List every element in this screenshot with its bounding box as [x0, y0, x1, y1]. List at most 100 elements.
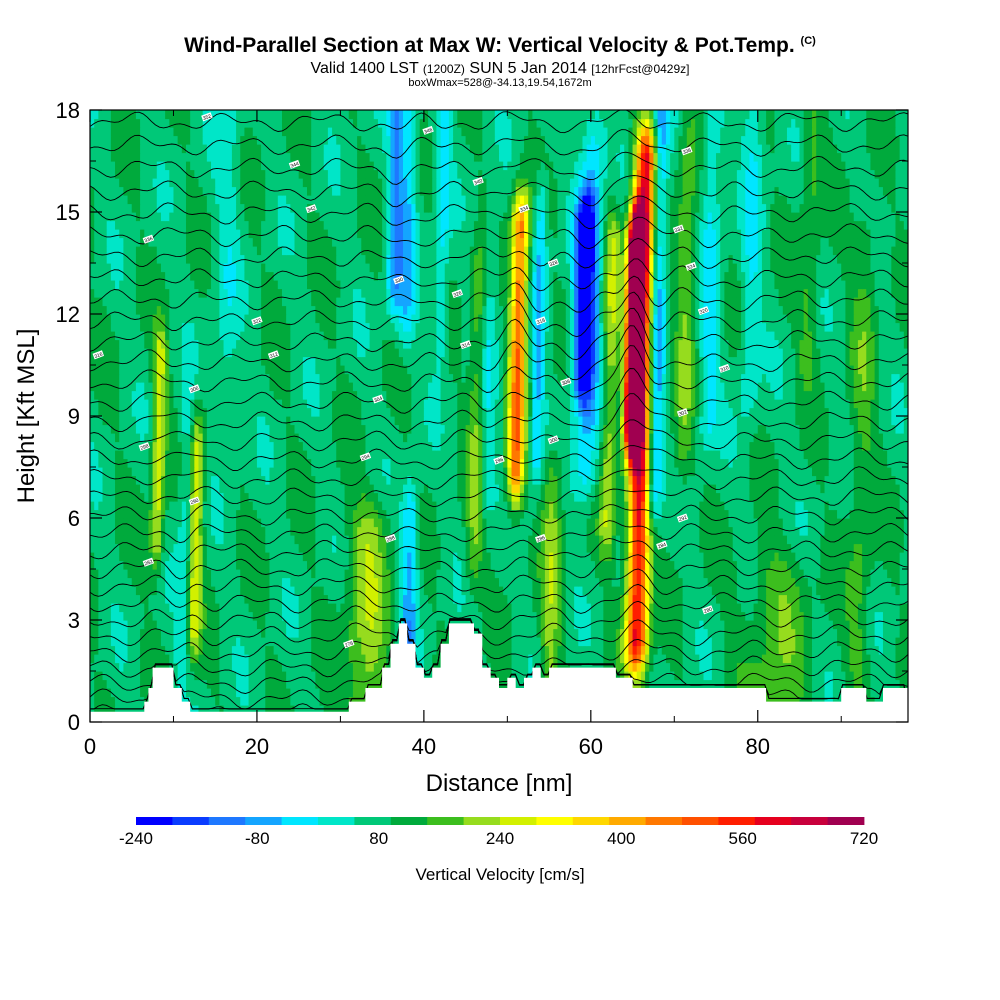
velocity-cell [90, 586, 95, 596]
velocity-cell [160, 654, 166, 664]
velocity-cell [766, 654, 771, 664]
velocity-cell [707, 577, 713, 587]
velocity-cell [528, 645, 533, 655]
velocity-cell [398, 509, 404, 519]
velocity-cell [507, 645, 513, 655]
velocity-cell [632, 620, 638, 630]
velocity-cell [348, 552, 354, 562]
velocity-cell [273, 577, 279, 587]
velocity-cell [586, 603, 592, 613]
velocity-cell [423, 628, 429, 638]
velocity-cell [244, 586, 250, 596]
velocity-cell [649, 543, 655, 553]
velocity-cell [94, 526, 99, 536]
velocity-cell [603, 552, 609, 562]
velocity-cell [294, 620, 300, 630]
velocity-cell [277, 535, 283, 545]
velocity-cell [803, 518, 809, 528]
velocity-cell [878, 526, 884, 536]
velocity-cell [891, 611, 897, 621]
velocity-cell [127, 611, 133, 621]
velocity-cell [115, 501, 120, 511]
velocity-cell [816, 569, 821, 579]
velocity-cell [94, 679, 99, 689]
velocity-cell [565, 654, 571, 664]
velocity-cell [695, 603, 700, 613]
velocity-cell [482, 654, 488, 664]
velocity-cell [165, 543, 170, 553]
velocity-cell [269, 518, 275, 528]
velocity-cell [782, 696, 788, 706]
velocity-cell [135, 560, 141, 570]
velocity-cell [286, 705, 291, 715]
velocity-cell [185, 560, 191, 570]
velocity-cell [494, 577, 500, 587]
velocity-cell [473, 552, 479, 562]
velocity-cell [624, 654, 629, 664]
velocity-cell [828, 603, 834, 613]
velocity-cell [102, 509, 108, 519]
velocity-cell [357, 654, 362, 664]
velocity-cell [899, 569, 905, 579]
velocity-cell [269, 603, 275, 613]
velocity-cell [415, 620, 421, 630]
velocity-cell [411, 586, 417, 596]
velocity-cell [732, 552, 738, 562]
velocity-cell [273, 628, 279, 638]
velocity-cell [453, 586, 458, 596]
velocity-cell [816, 637, 821, 647]
velocity-cell [357, 569, 362, 579]
velocity-cell [532, 509, 538, 519]
velocity-cell [240, 645, 246, 655]
velocity-cell [549, 509, 554, 519]
velocity-cell [211, 705, 216, 715]
velocity-cell [419, 518, 425, 528]
velocity-cell [845, 577, 851, 587]
velocity-cell [590, 594, 596, 604]
velocity-cell [837, 645, 842, 655]
velocity-cell [695, 654, 700, 664]
velocity-cell [148, 560, 154, 570]
velocity-cell [761, 603, 767, 613]
velocity-cell [736, 535, 742, 545]
velocity-cell [761, 586, 767, 596]
velocity-cell [720, 560, 725, 570]
velocity-cell [115, 577, 120, 587]
velocity-cell [674, 620, 680, 630]
velocity-cell [753, 645, 759, 655]
velocity-cell [870, 637, 876, 647]
velocity-cell [269, 662, 275, 672]
velocity-cell [181, 688, 187, 698]
velocity-cell [695, 594, 700, 604]
velocity-cell [344, 501, 350, 511]
velocity-cell [110, 671, 116, 681]
velocity-cell [549, 526, 554, 536]
velocity-cell [866, 552, 872, 562]
velocity-cell [428, 526, 433, 536]
velocity-cell [494, 569, 500, 579]
velocity-cell [553, 543, 559, 553]
velocity-cell [511, 535, 517, 545]
velocity-cell [261, 705, 266, 715]
velocity-cell [532, 586, 538, 596]
velocity-cell [190, 696, 195, 706]
velocity-cell [807, 577, 813, 587]
velocity-cell [110, 594, 116, 604]
velocity-cell [444, 594, 450, 604]
velocity-cell [657, 611, 663, 621]
velocity-cell [490, 654, 496, 664]
velocity-cell [791, 611, 796, 621]
velocity-cell [148, 535, 154, 545]
velocity-cell [357, 526, 362, 536]
velocity-cell [661, 543, 667, 553]
velocity-cell [277, 662, 283, 672]
velocity-cell [194, 620, 200, 630]
velocity-cell [653, 654, 659, 664]
velocity-cell [778, 594, 784, 604]
velocity-cell [160, 594, 166, 604]
velocity-cell [131, 509, 137, 519]
velocity-cell [127, 509, 133, 519]
velocity-cell [486, 543, 492, 553]
velocity-cell [720, 628, 725, 638]
velocity-cell [227, 501, 233, 511]
